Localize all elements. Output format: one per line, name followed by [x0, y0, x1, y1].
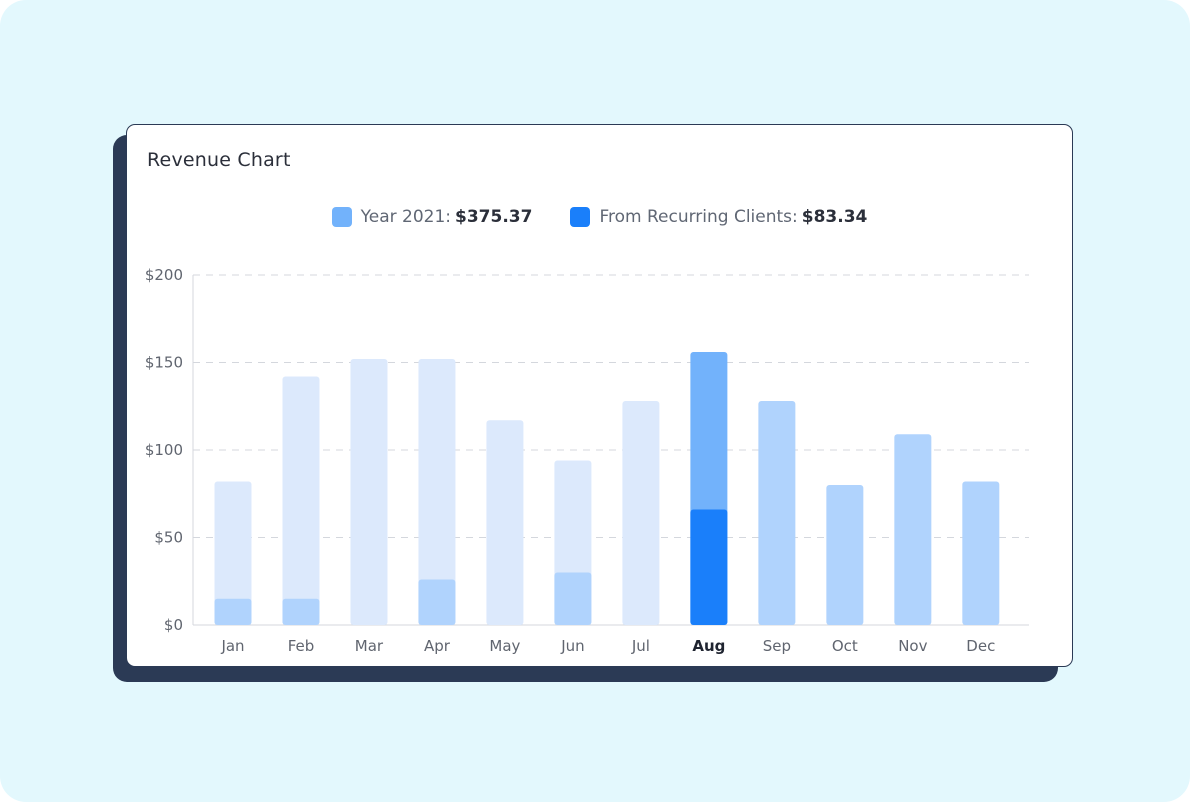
legend-swatch-total — [331, 207, 352, 227]
bar-recurring-apr — [418, 579, 456, 625]
bar-total-sep — [758, 401, 796, 625]
bar-total-dec — [962, 481, 1000, 625]
y-tick-label: $50 — [154, 529, 183, 547]
bar-total-jan — [214, 481, 252, 625]
x-tick-label-mar: Mar — [355, 637, 384, 655]
y-tick-label: $0 — [164, 616, 183, 634]
bar-total-feb — [282, 376, 320, 625]
bar-recurring-aug — [690, 509, 728, 625]
bar-total-may — [486, 420, 524, 625]
x-tick-label-jun: Jun — [560, 637, 584, 655]
legend-value-recurring: $83.34 — [801, 207, 868, 227]
bar-total-jul — [622, 401, 660, 625]
legend-value-total: $375.37 — [455, 207, 533, 227]
chart-title: Revenue Chart — [147, 149, 291, 171]
x-tick-label-apr: Apr — [424, 637, 451, 655]
x-tick-label-may: May — [489, 637, 520, 655]
x-tick-label-feb: Feb — [288, 637, 315, 655]
bar-recurring-jun — [554, 572, 592, 625]
y-tick-label: $150 — [145, 354, 183, 372]
x-tick-label-jul: Jul — [631, 637, 650, 655]
bar-recurring-feb — [282, 598, 320, 625]
x-tick-label-aug: Aug — [692, 637, 725, 655]
x-tick-label-oct: Oct — [832, 637, 858, 655]
x-tick-label-jan: Jan — [220, 637, 244, 655]
legend-swatch-recurring — [570, 207, 591, 227]
bar-recurring-jan — [214, 598, 252, 625]
bar-total-mar — [350, 359, 388, 625]
bar-total-apr — [418, 359, 456, 625]
bar-total-nov — [894, 434, 932, 625]
revenue-bar-chart: $0 $50 $100 $150 $200 Jan Feb Mar Apr May Jun Jul Au… — [145, 266, 1029, 655]
legend-label-total: Year 2021: — [360, 207, 451, 227]
y-tick-label: $100 — [145, 441, 183, 459]
legend-item-recurring[interactable]: From Recurring Clients: $83.34 — [570, 207, 867, 227]
legend-item-total[interactable]: Year 2021: $375.37 — [331, 207, 533, 227]
chart-legend: Year 2021: $375.37 From Recurring Client… — [127, 207, 1072, 227]
revenue-chart-card: Revenue Chart Year 2021: $375.37 From Re… — [126, 124, 1073, 667]
bar-total-oct — [826, 485, 864, 625]
x-tick-label-dec: Dec — [966, 637, 995, 655]
legend-label-recurring: From Recurring Clients: — [599, 207, 798, 227]
y-tick-label: $200 — [145, 266, 183, 284]
x-tick-label-nov: Nov — [898, 637, 927, 655]
x-tick-label-sep: Sep — [763, 637, 791, 655]
